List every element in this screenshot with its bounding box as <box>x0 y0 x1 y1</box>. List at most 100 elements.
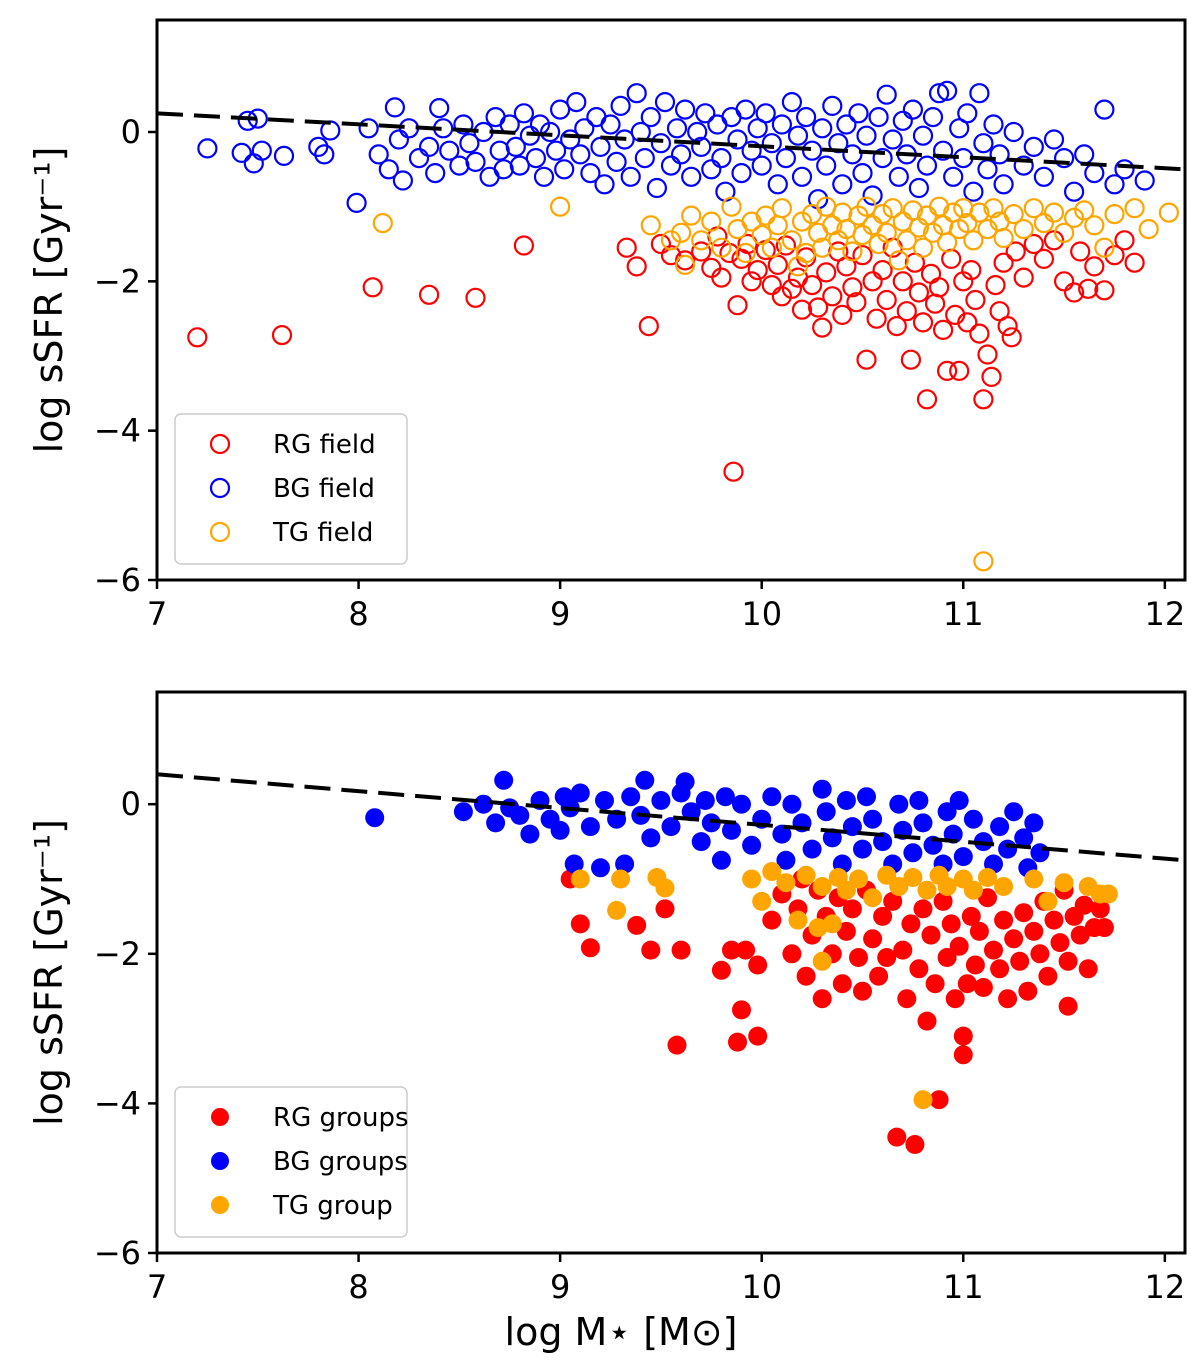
data-point <box>912 125 934 146</box>
data-point <box>722 820 741 840</box>
data-point <box>762 910 782 930</box>
data-point <box>953 1045 973 1065</box>
data-point <box>651 791 671 810</box>
data-point <box>776 850 796 870</box>
data-point <box>378 159 399 180</box>
x-tick-label: 8 <box>348 595 368 633</box>
data-point <box>775 148 797 169</box>
data-point <box>570 783 590 803</box>
data-point <box>616 237 637 258</box>
data-point <box>822 286 843 307</box>
data-point <box>787 125 809 146</box>
data-point <box>842 144 863 165</box>
data-point <box>610 95 631 117</box>
data-point <box>984 940 1003 960</box>
x-tick-label: 9 <box>550 1268 570 1306</box>
data-point <box>1033 213 1055 234</box>
legend-item-bg-groups: BG groups <box>211 1147 408 1177</box>
data-point <box>554 159 575 180</box>
data-point <box>978 888 997 908</box>
data-point <box>887 1127 907 1147</box>
legend-item-tg-field: TG field <box>209 518 373 548</box>
data-point <box>655 878 675 898</box>
data-point <box>660 230 682 251</box>
data-point <box>721 196 742 217</box>
series-tg-group <box>570 862 1118 1110</box>
data-point <box>902 200 924 221</box>
data-point <box>654 91 676 113</box>
data-point <box>711 960 731 980</box>
data-point <box>933 891 953 911</box>
data-point <box>953 1026 973 1046</box>
data-point <box>486 813 506 833</box>
data-point <box>691 230 712 251</box>
main-sequence-dashed-line <box>157 111 1185 172</box>
data-point <box>755 205 776 226</box>
data-point <box>812 989 832 1009</box>
data-point <box>863 888 883 908</box>
y-tick-label: 0 <box>121 113 141 151</box>
data-point <box>722 940 741 960</box>
legend-label: TG field <box>272 518 373 548</box>
data-point <box>889 877 909 896</box>
data-point <box>545 140 567 161</box>
data-point <box>1001 327 1022 348</box>
data-point <box>641 940 661 960</box>
data-point <box>1063 207 1085 228</box>
data-point <box>990 817 1010 837</box>
data-point <box>1053 148 1075 169</box>
data-point <box>465 151 486 172</box>
data-point <box>876 84 897 105</box>
data-point <box>957 103 978 124</box>
data-point <box>721 106 742 128</box>
data-point <box>902 99 924 120</box>
data-point <box>957 312 978 333</box>
data-point <box>812 779 832 799</box>
data-point <box>362 277 383 298</box>
data-point <box>591 858 610 878</box>
data-point <box>1013 219 1034 240</box>
data-point <box>580 817 600 837</box>
data-point <box>913 899 933 919</box>
data-point <box>237 110 258 131</box>
data-point <box>372 213 393 234</box>
data-point <box>903 868 923 887</box>
data-point <box>842 817 862 837</box>
legend-box <box>174 1086 408 1238</box>
data-point <box>187 327 208 348</box>
data-point <box>489 140 510 161</box>
data-point <box>1114 230 1135 251</box>
data-point <box>1063 282 1085 303</box>
data-point <box>550 820 570 840</box>
x-tick-label: 12 <box>1144 595 1185 633</box>
data-point <box>816 262 837 283</box>
y-tick-label: −2 <box>94 935 141 973</box>
data-point <box>650 133 672 154</box>
data-point <box>1053 222 1075 243</box>
data-point <box>626 256 647 277</box>
data-point <box>937 948 957 967</box>
data-point <box>701 257 722 278</box>
data-point <box>660 245 682 266</box>
data-point <box>846 292 867 313</box>
data-point <box>755 103 776 124</box>
data-point <box>595 791 614 810</box>
data-point <box>1038 966 1058 986</box>
data-point <box>889 794 909 814</box>
data-point <box>945 989 965 1009</box>
data-point <box>611 869 631 889</box>
data-point <box>852 245 873 266</box>
data-point <box>580 163 601 184</box>
legend-label: RG groups <box>273 1103 409 1133</box>
data-point <box>1058 951 1078 971</box>
data-point <box>1004 802 1024 822</box>
data-point <box>1094 280 1115 301</box>
data-point <box>949 360 970 381</box>
data-point <box>771 114 793 135</box>
x-tick-label: 11 <box>943 595 984 633</box>
legend-marker <box>209 433 231 455</box>
data-point <box>510 805 530 825</box>
legend-item-tg-group: TG group <box>211 1191 393 1221</box>
data-point <box>961 906 981 926</box>
data-point <box>723 461 744 482</box>
